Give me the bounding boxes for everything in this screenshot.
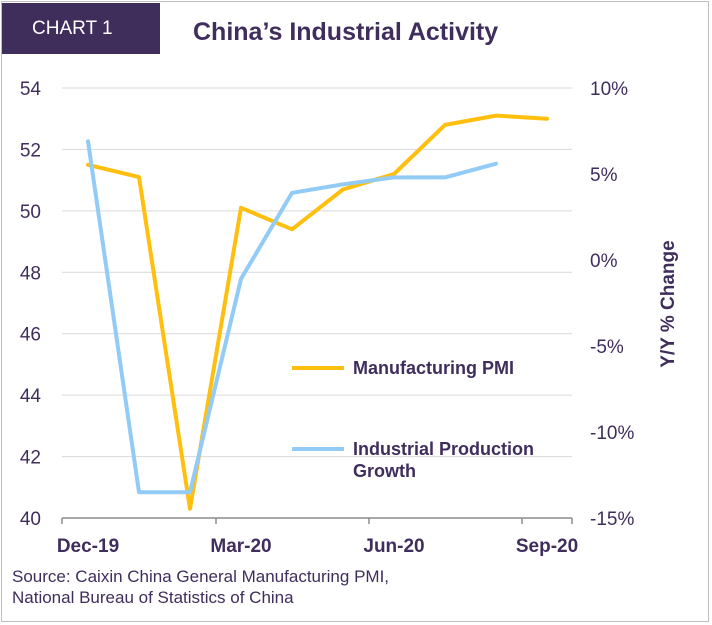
right-tick-label: 10% [590, 79, 628, 100]
left-tick-label: 46 [20, 325, 41, 346]
series-line-industrial-production [86, 139, 498, 495]
series-line-manufacturing-pmi [86, 113, 549, 511]
series-lines [86, 113, 549, 511]
left-tick-label: 54 [20, 79, 42, 100]
right-tick-label: 5% [590, 165, 618, 186]
left-tick-label: 50 [20, 202, 41, 223]
chart-number-badge: CHART 1 [2, 3, 160, 54]
legend-label-industrial-production-line2: Growth [353, 461, 416, 481]
right-tick-label: 0% [590, 251, 618, 272]
source-note: Source: Caixin China General Manufacturi… [12, 567, 390, 607]
left-tick-label: 44 [20, 386, 42, 407]
x-tick-label: Mar-20 [210, 536, 271, 557]
chart-title: China’s Industrial Activity [193, 18, 499, 46]
right-tick-label: -10% [590, 423, 634, 444]
right-axis-tick-labels: -15% -10% -5% 0% 5% 10% [590, 79, 634, 530]
x-axis-ticks [61, 518, 573, 524]
left-tick-label: 52 [20, 140, 41, 161]
legend-label-manufacturing-pmi: Manufacturing PMI [353, 358, 514, 378]
legend-label-industrial-production-line1: Industrial Production [353, 439, 534, 459]
left-tick-label: 40 [20, 509, 41, 530]
left-tick-label: 42 [20, 448, 41, 469]
legend: Manufacturing PMI Industrial ProductionGr… [292, 358, 534, 481]
right-axis-title: Y/Y % Change [658, 240, 679, 367]
x-axis-tick-labels: Dec-19 Mar-20 Jun-20 Sep-20 [57, 536, 578, 557]
left-tick-label: 48 [20, 263, 41, 284]
x-tick-label: Dec-19 [57, 536, 119, 557]
right-tick-label: -5% [590, 337, 624, 358]
left-axis-tick-labels: 40 42 44 46 48 50 52 54 [20, 79, 42, 530]
gridlines [62, 87, 572, 458]
right-tick-label: -15% [590, 509, 634, 530]
x-tick-label: Jun-20 [363, 536, 424, 557]
x-tick-label: Sep-20 [516, 536, 578, 557]
